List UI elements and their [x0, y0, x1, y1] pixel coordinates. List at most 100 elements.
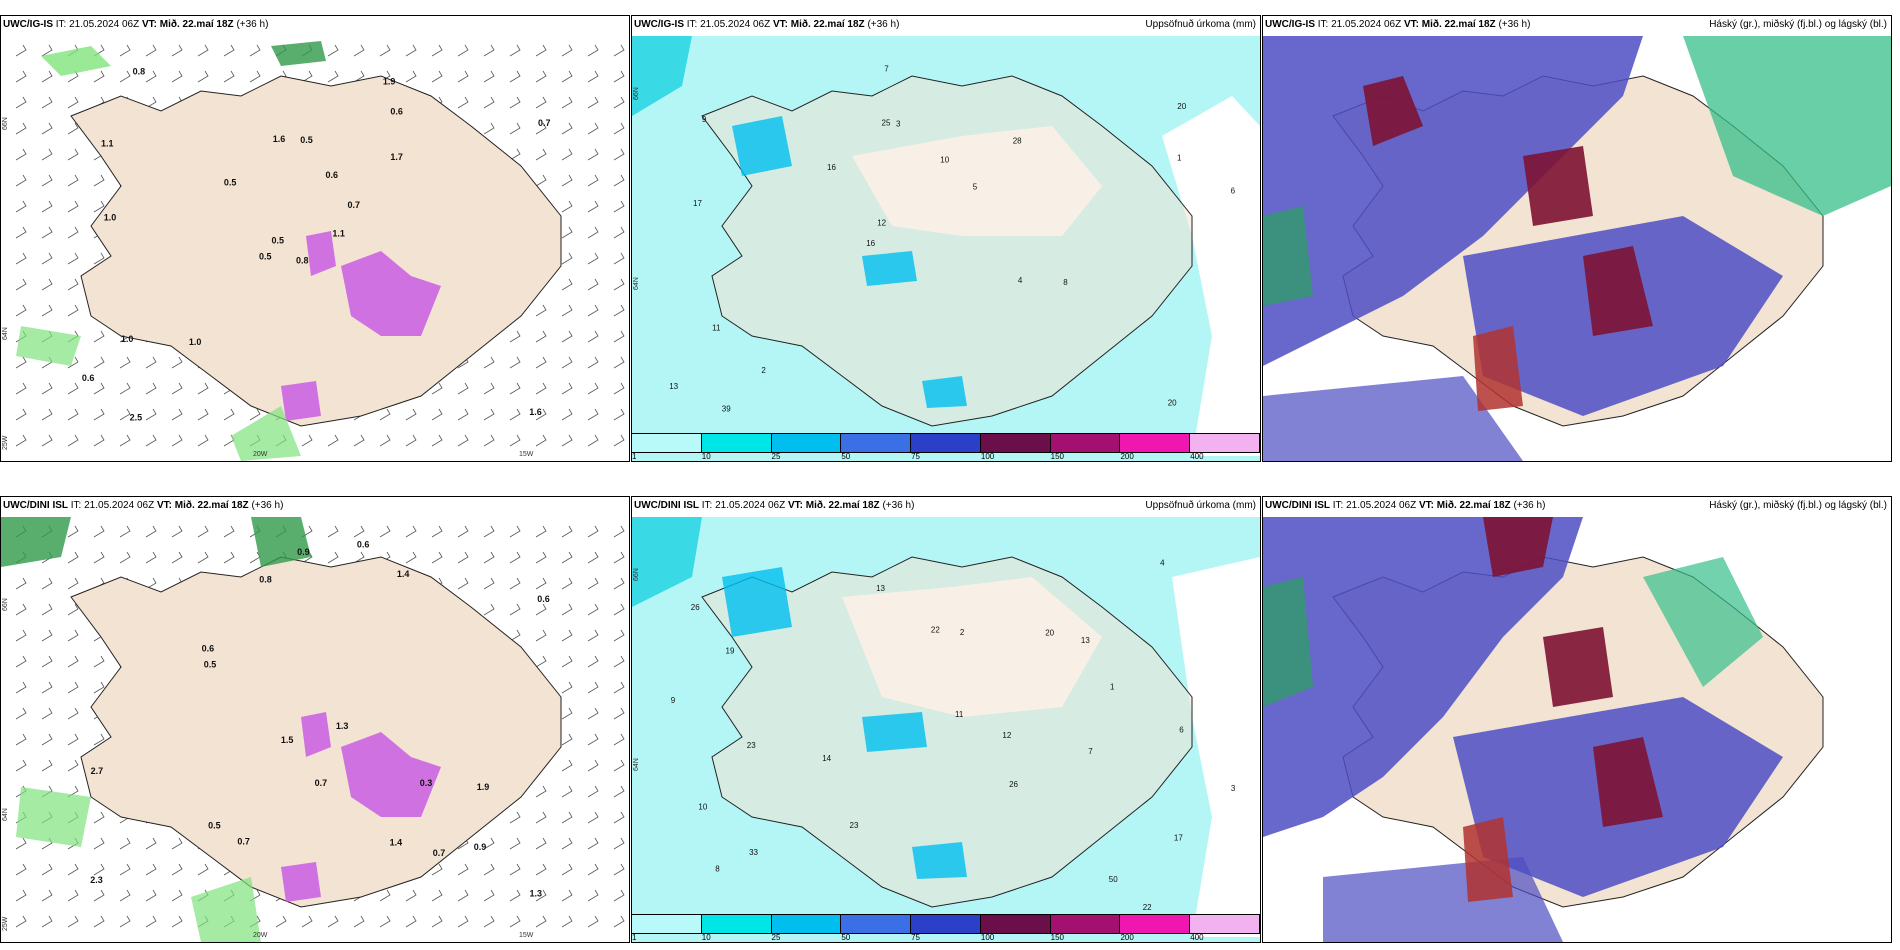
wind-barb	[93, 681, 105, 694]
precip-area-green-3	[16, 787, 91, 847]
map-value-label: 1.3	[336, 721, 349, 731]
map-value-label: 25	[882, 118, 891, 127]
wind-barb	[353, 70, 365, 83]
wind-barb	[561, 226, 573, 239]
wind-barb	[353, 525, 365, 538]
precip-map-svg: 20 17 20 16 28 39 25 10 11 16 13 2 3 5 8 9 7 6 4 1 12 66N 64…	[632, 36, 1260, 461]
map-value-label: 1	[1177, 154, 1182, 163]
map-value-label: 28	[1013, 137, 1022, 146]
colorbar-tick: 400	[1190, 933, 1204, 942]
panel-header: UWC/IG-IS IT: 21.05.2024 06Z VT: Mið. 22…	[3, 19, 625, 35]
map-value-label: 10	[698, 803, 707, 812]
it-value: 21.05.2024 06Z	[1331, 19, 1402, 30]
wind-barb	[41, 889, 53, 902]
lat-label-64: 64N	[2, 327, 9, 340]
map-value-label: 9	[702, 115, 707, 124]
wind-barb	[15, 434, 27, 447]
wind-map[interactable]: 0.8 1.1 0.5 0.6 0.7 1.0 1.9 0.5 0.6 1.1 0.8 1.6 1.0 0…	[1, 36, 629, 461]
colorbar-swatch	[841, 434, 912, 452]
wind-barb	[613, 330, 625, 343]
wind-barb	[483, 44, 495, 57]
colorbar-tick: 200	[1120, 452, 1134, 461]
wind-barb	[327, 70, 339, 83]
wind-barb	[41, 174, 53, 187]
wind-barb	[353, 551, 365, 564]
panel-header: UWC/IG-IS IT: 21.05.2024 06Z VT: Mið. 22…	[634, 19, 1256, 35]
wind-barb	[67, 200, 79, 213]
wind-barb	[587, 304, 599, 317]
precip-core-3	[912, 842, 967, 879]
panel-title: Háský (gr.), miðský (fj.bl.) og lágský (…	[1709, 19, 1887, 30]
lon-label-25: 25W	[2, 435, 9, 450]
wind-barb	[587, 915, 599, 928]
colorbar-tick: 25	[771, 933, 781, 942]
precip-map[interactable]: 20 17 20 16 28 39 25 10 11 16 13 2 3 5 8 9 7 6 4 1 12 66N 64…	[632, 36, 1260, 461]
wind-barb	[483, 356, 495, 369]
wind-barb	[483, 434, 495, 447]
colorbar-swatch	[771, 434, 842, 452]
vt-label: VT:	[772, 19, 788, 30]
wind-barb	[613, 122, 625, 135]
wind-barb	[431, 44, 443, 57]
wind-barb	[171, 408, 183, 421]
map-value-label: 13	[669, 382, 678, 391]
wind-barb	[561, 434, 573, 447]
wind-barb	[67, 629, 79, 642]
wind-barb	[561, 681, 573, 694]
map-value-label: 1.0	[121, 334, 134, 344]
wind-barb	[119, 889, 131, 902]
colorbar-tick: 1	[632, 452, 637, 461]
wind-barb	[67, 525, 79, 538]
temperature-labels: 0.8 1.1 0.5 0.6 0.7 1.0 1.9 0.5 0.6 1.1 0.8 1.6 1.0 0…	[82, 67, 551, 423]
vt-value: Mið. 22.maí 18Z	[1421, 19, 1496, 30]
colorbar-tick: 25	[771, 452, 781, 461]
panel-header: UWC/IG-IS IT: 21.05.2024 06Z VT: Mið. 22…	[1265, 19, 1887, 35]
precip-map[interactable]: 22 23 26 26 17 19 33 14 13 22 20 50 23 13 12 10 7 11 9 8 4 2 1…	[632, 517, 1260, 942]
wind-map[interactable]: 2.3 1.9 1.3 0.7 0.8 0.6 0.9 1.4 0.7 0.5 1.3 0.5 0.7 0…	[1, 517, 629, 942]
vt-value: Mið. 22.maí 18Z	[159, 19, 234, 30]
high-cloud-green	[1643, 557, 1763, 687]
map-value-label: 0.9	[297, 547, 310, 557]
wind-barb	[561, 278, 573, 291]
cloud-map[interactable]	[1263, 36, 1891, 461]
wind-barb	[509, 863, 521, 876]
wind-barb	[15, 44, 27, 57]
wind-barb	[171, 915, 183, 928]
wind-barb	[379, 434, 391, 447]
lat-label-66: 66N	[633, 568, 640, 581]
mid-cloud-red-2	[1523, 146, 1593, 226]
wind-barb	[587, 148, 599, 161]
wind-barb	[41, 304, 53, 317]
wind-barb	[587, 200, 599, 213]
wind-barb	[561, 889, 573, 902]
cloud-map[interactable]	[1263, 517, 1891, 942]
wind-barb	[587, 174, 599, 187]
wind-barb	[41, 44, 53, 57]
wind-barb	[353, 434, 365, 447]
wind-barb	[145, 356, 157, 369]
it-label: IT:	[55, 19, 67, 30]
wind-barb	[327, 434, 339, 447]
wind-barb	[41, 629, 53, 642]
wind-barb	[171, 889, 183, 902]
low-cloud-blue	[1263, 517, 1583, 837]
wind-barb	[41, 915, 53, 928]
map-value-label: 0.3	[420, 778, 433, 788]
map-value-label: 7	[1088, 747, 1093, 756]
wind-barb	[379, 408, 391, 421]
wind-barb	[457, 525, 469, 538]
wind-barb	[613, 252, 625, 265]
model-name: UWC/DINI ISL	[3, 500, 68, 511]
panel-row1-wind: UWC/IG-IS IT: 21.05.2024 06Z VT: Mið. 22…	[0, 15, 630, 462]
map-value-label: 1.6	[273, 134, 286, 144]
wind-barb	[223, 44, 235, 57]
wind-barb	[197, 551, 209, 564]
wind-barb	[535, 330, 547, 343]
wind-barb	[561, 200, 573, 213]
lat-label-66: 66N	[2, 117, 9, 130]
precip-area-green	[41, 46, 111, 76]
precip-core-3	[922, 376, 967, 408]
iceland-land	[701, 75, 1193, 427]
wind-barb	[197, 434, 209, 447]
wind-barb	[587, 278, 599, 291]
